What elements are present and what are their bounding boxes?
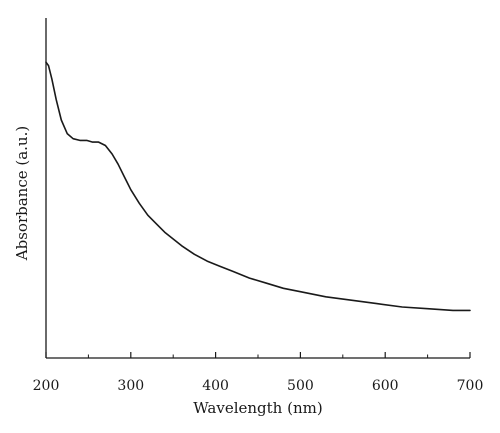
x-tick-label: 600 bbox=[372, 378, 399, 394]
x-tick-label: 200 bbox=[33, 378, 60, 394]
y-axis-label: Absorbance (a.u.) bbox=[13, 126, 31, 261]
x-axis-label: Wavelength (nm) bbox=[193, 399, 322, 417]
x-tick-label: 400 bbox=[202, 378, 229, 394]
x-ticks bbox=[45, 352, 471, 358]
x-tick-label: 700 bbox=[457, 378, 484, 394]
x-tick-label: 300 bbox=[117, 378, 144, 394]
x-tick-label: 500 bbox=[287, 378, 314, 394]
x-tick-labels: 200 300 400 500 600 700 bbox=[33, 378, 484, 394]
absorbance-spectrum-line bbox=[45, 61, 471, 312]
